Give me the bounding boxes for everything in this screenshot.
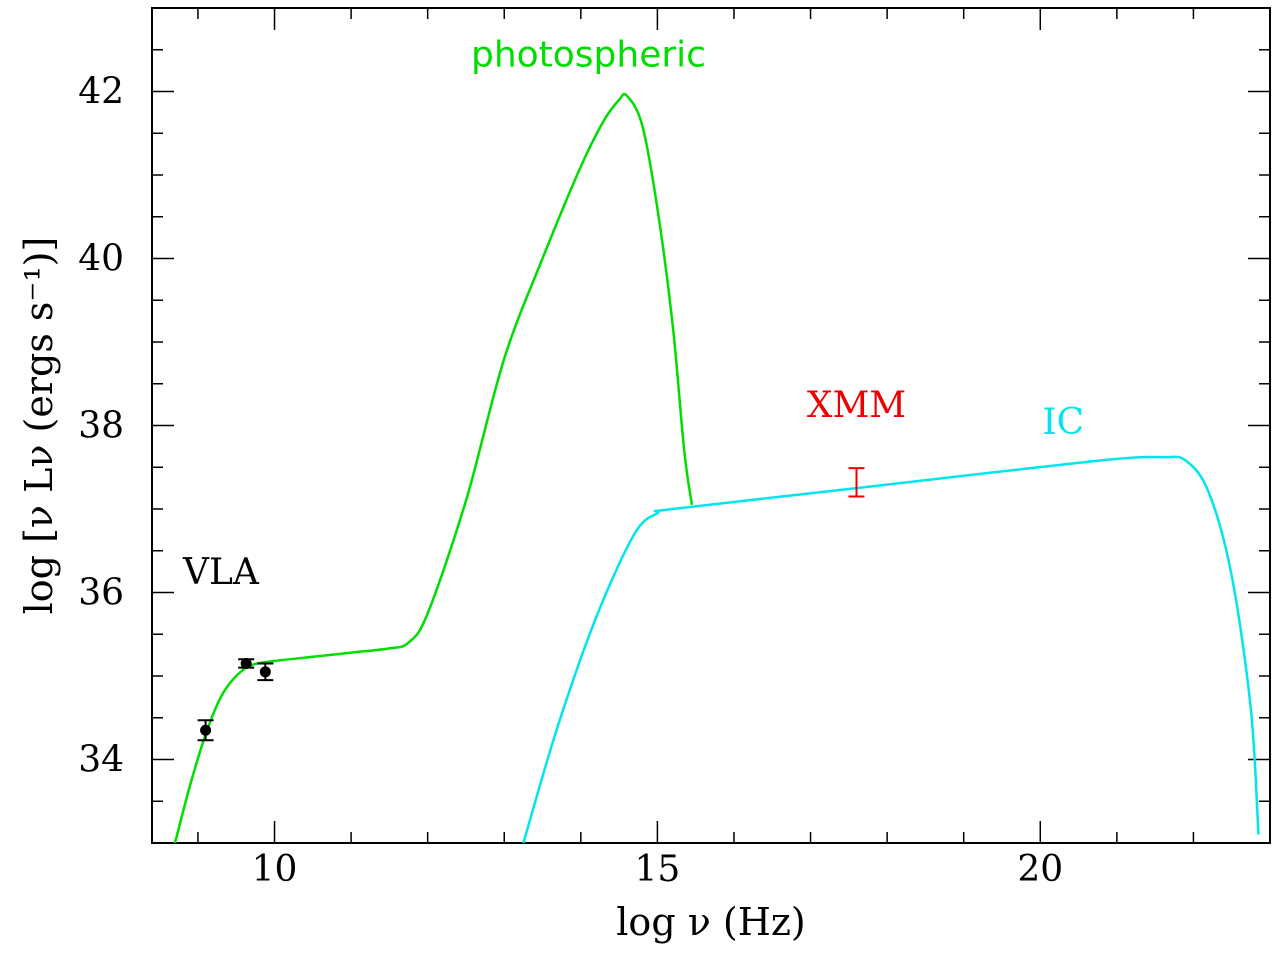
vla-data-point bbox=[200, 724, 212, 736]
annotations: photospheric XMM IC VLA bbox=[182, 34, 1084, 593]
curves bbox=[173, 92, 1260, 844]
series-ic-line bbox=[522, 455, 1260, 844]
vla-data-point bbox=[259, 666, 271, 678]
annotation-xmm: XMM bbox=[807, 385, 906, 426]
annotation-vla: VLA bbox=[182, 552, 260, 593]
data-points bbox=[197, 467, 865, 742]
x-axis-title: log ν (Hz) bbox=[616, 900, 805, 944]
x-tick-label: 15 bbox=[634, 849, 680, 890]
plot-frame bbox=[151, 7, 1271, 844]
y-tick-label: 34 bbox=[78, 740, 124, 781]
x-tick-label: 20 bbox=[1017, 849, 1063, 890]
series-photospheric-line bbox=[173, 92, 694, 844]
y-tick-label: 42 bbox=[78, 72, 124, 113]
annotation-ic: IC bbox=[1042, 402, 1084, 443]
axis-ticks bbox=[152, 7, 1271, 844]
y-tick-label: 40 bbox=[78, 239, 124, 280]
y-tick-label: 36 bbox=[78, 573, 124, 614]
vla-data-point bbox=[240, 657, 252, 669]
annotation-photospheric: photospheric bbox=[471, 34, 706, 75]
tick-labels: 10 15 20 34 36 38 40 42 bbox=[78, 72, 1063, 891]
y-tick-label: 38 bbox=[78, 406, 124, 447]
y-axis-title: log [ν Lν (ergs s⁻¹)] bbox=[17, 237, 61, 615]
x-tick-label: 10 bbox=[252, 849, 298, 890]
